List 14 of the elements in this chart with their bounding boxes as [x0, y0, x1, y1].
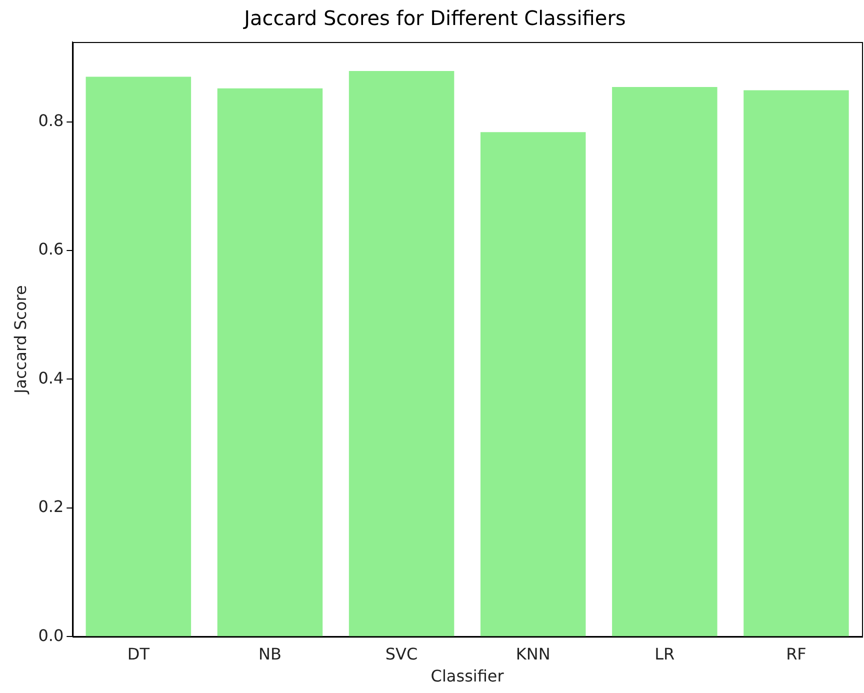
x-tick-label: NB: [258, 644, 282, 664]
x-tick-label: RF: [786, 644, 806, 664]
y-tick-label: 0.2: [38, 497, 64, 516]
x-tick-label: LR: [654, 644, 675, 664]
chart-title: Jaccard Scores for Different Classifiers: [242, 6, 626, 30]
y-tick-label: 0.4: [38, 368, 64, 388]
y-tick-label: 0.6: [38, 240, 64, 259]
x-tick-label: DT: [127, 644, 150, 664]
x-tick-label: SVC: [385, 644, 418, 664]
y-axis-title: Jaccard Score: [10, 285, 30, 394]
y-tick-label: 0.0: [38, 626, 64, 645]
x-axis-title: Classifier: [430, 666, 504, 686]
y-tick-label: 0.8: [38, 110, 64, 130]
x-tick-label: KNN: [516, 644, 550, 664]
